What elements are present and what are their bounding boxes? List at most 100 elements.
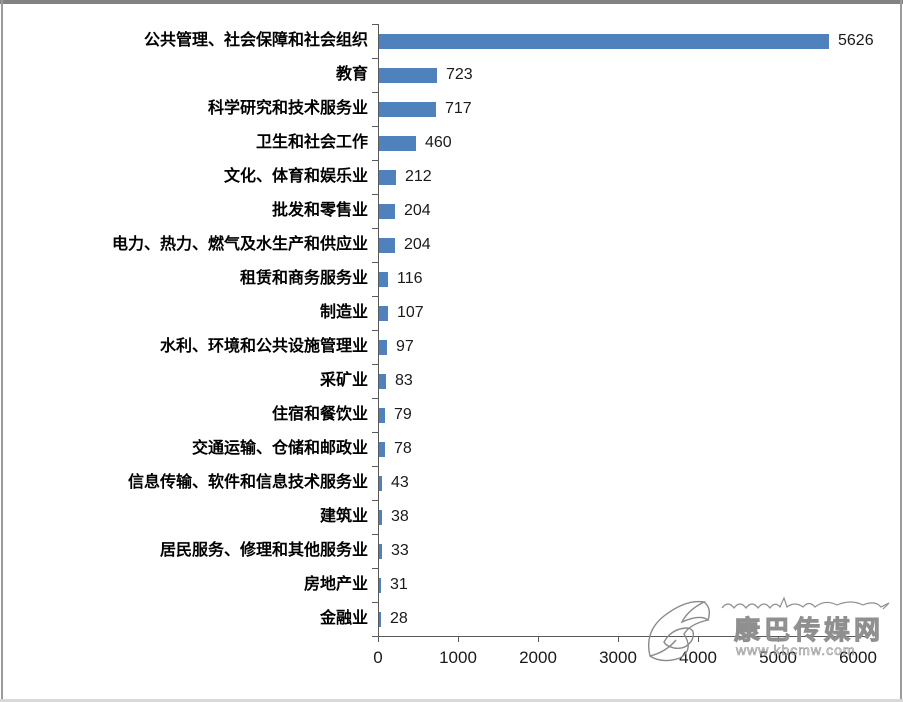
y-axis-tick: [372, 228, 379, 229]
chart-row: 采矿业 83: [0, 364, 903, 398]
x-axis-tick: [778, 636, 779, 642]
category-label: 水利、环境和公共设施管理业: [159, 338, 368, 355]
frame-top-strip: [0, 0, 903, 4]
chart-row: 金融业 28: [0, 602, 903, 636]
y-axis-tick: [372, 432, 379, 433]
bar: [379, 68, 437, 83]
x-axis-tick-label: 1000: [439, 648, 477, 667]
category-label: 文化、体育和娱乐业: [223, 168, 368, 185]
x-axis-tick-label: 3000: [599, 648, 637, 667]
x-axis-tick: [618, 636, 619, 642]
chart-row: 文化、体育和娱乐业 212: [0, 160, 903, 194]
bar: [379, 408, 385, 423]
x-axis-tick-label: 2000: [519, 648, 557, 667]
chart-row: 批发和零售业 204: [0, 194, 903, 228]
bar: [379, 34, 829, 49]
category-label: 电力、热力、燃气及水生产和供应业: [111, 236, 368, 253]
y-axis-tick: [372, 398, 379, 399]
y-axis-tick: [372, 58, 379, 59]
y-axis-tick: [372, 24, 379, 25]
value-label: 717: [445, 100, 472, 117]
y-axis-tick: [372, 466, 379, 467]
y-axis-tick: [372, 92, 379, 93]
y-axis-tick: [372, 126, 379, 127]
bar: [379, 442, 385, 457]
bar: [379, 544, 382, 559]
bar: [379, 102, 436, 117]
chart-row: 租赁和商务服务业 116: [0, 262, 903, 296]
bar: [379, 476, 382, 491]
category-label: 居民服务、修理和其他服务业: [159, 542, 368, 559]
value-label: 97: [396, 338, 414, 355]
value-label: 204: [404, 236, 431, 253]
bar: [379, 510, 382, 525]
chart-row: 房地产业 31: [0, 568, 903, 602]
x-axis-tick-label: 0: [373, 648, 383, 667]
chart-row: 信息传输、软件和信息技术服务业 43: [0, 466, 903, 500]
bar: [379, 306, 388, 321]
value-label: 38: [391, 508, 409, 525]
y-axis-tick: [372, 534, 379, 535]
chart-row: 住宿和餐饮业 79: [0, 398, 903, 432]
bar: [379, 578, 381, 593]
frame-bottom-strip: [0, 699, 903, 702]
chart-row: 居民服务、修理和其他服务业 33: [0, 534, 903, 568]
category-label: 金融业: [319, 610, 368, 627]
y-axis-tick: [372, 194, 379, 195]
value-label: 5626: [838, 32, 874, 49]
value-label: 723: [446, 66, 473, 83]
category-label: 制造业: [319, 304, 368, 321]
value-label: 107: [397, 304, 424, 321]
value-label: 116: [397, 270, 423, 287]
bar: [379, 136, 416, 151]
chart-row: 科学研究和技术服务业 717: [0, 92, 903, 126]
x-axis-tick-label: 5000: [759, 648, 797, 667]
category-label: 房地产业: [303, 576, 368, 593]
bar: [379, 340, 387, 355]
frame-right-border: [900, 0, 902, 702]
value-label: 28: [390, 610, 408, 627]
y-axis-tick: [372, 160, 379, 161]
chart-row: 卫生和社会工作 460: [0, 126, 903, 160]
value-label: 204: [404, 202, 431, 219]
category-label: 卫生和社会工作: [255, 134, 368, 151]
bar: [379, 272, 388, 287]
y-axis-tick: [372, 568, 379, 569]
bar: [379, 170, 396, 185]
category-label: 采矿业: [319, 372, 368, 389]
frame-left-border: [1, 0, 3, 702]
value-label: 33: [391, 542, 409, 559]
y-axis-tick: [372, 602, 379, 603]
chart-row: 建筑业 38: [0, 500, 903, 534]
x-axis-tick: [538, 636, 539, 642]
chart-row: 制造业 107: [0, 296, 903, 330]
value-label: 212: [405, 168, 432, 185]
y-axis-tick: [372, 296, 379, 297]
y-axis-tick: [372, 636, 379, 637]
x-axis-tick: [698, 636, 699, 642]
category-label: 批发和零售业: [271, 202, 368, 219]
category-label: 公共管理、社会保障和社会组织: [143, 32, 368, 49]
chart-row: 教育 723: [0, 58, 903, 92]
y-axis-tick: [372, 330, 379, 331]
x-axis-tick: [378, 636, 379, 642]
category-label: 住宿和餐饮业: [271, 406, 368, 423]
value-label: 83: [395, 372, 413, 389]
category-label: 信息传输、软件和信息技术服务业: [127, 474, 368, 491]
x-axis-tick-label: 6000: [839, 648, 877, 667]
bar: [379, 204, 395, 219]
bar: [379, 238, 395, 253]
x-axis-tick-label: 4000: [679, 648, 717, 667]
chart-row: 交通运输、仓储和邮政业 78: [0, 432, 903, 466]
chart-row: 电力、热力、燃气及水生产和供应业 204: [0, 228, 903, 262]
value-label: 460: [425, 134, 452, 151]
category-label: 科学研究和技术服务业: [207, 100, 368, 117]
y-axis-tick: [372, 500, 379, 501]
category-label: 交通运输、仓储和邮政业: [191, 440, 368, 457]
y-axis-tick: [372, 364, 379, 365]
value-label: 43: [391, 474, 409, 491]
value-label: 31: [390, 576, 408, 593]
chart-row: 水利、环境和公共设施管理业 97: [0, 330, 903, 364]
x-axis-tick: [458, 636, 459, 642]
